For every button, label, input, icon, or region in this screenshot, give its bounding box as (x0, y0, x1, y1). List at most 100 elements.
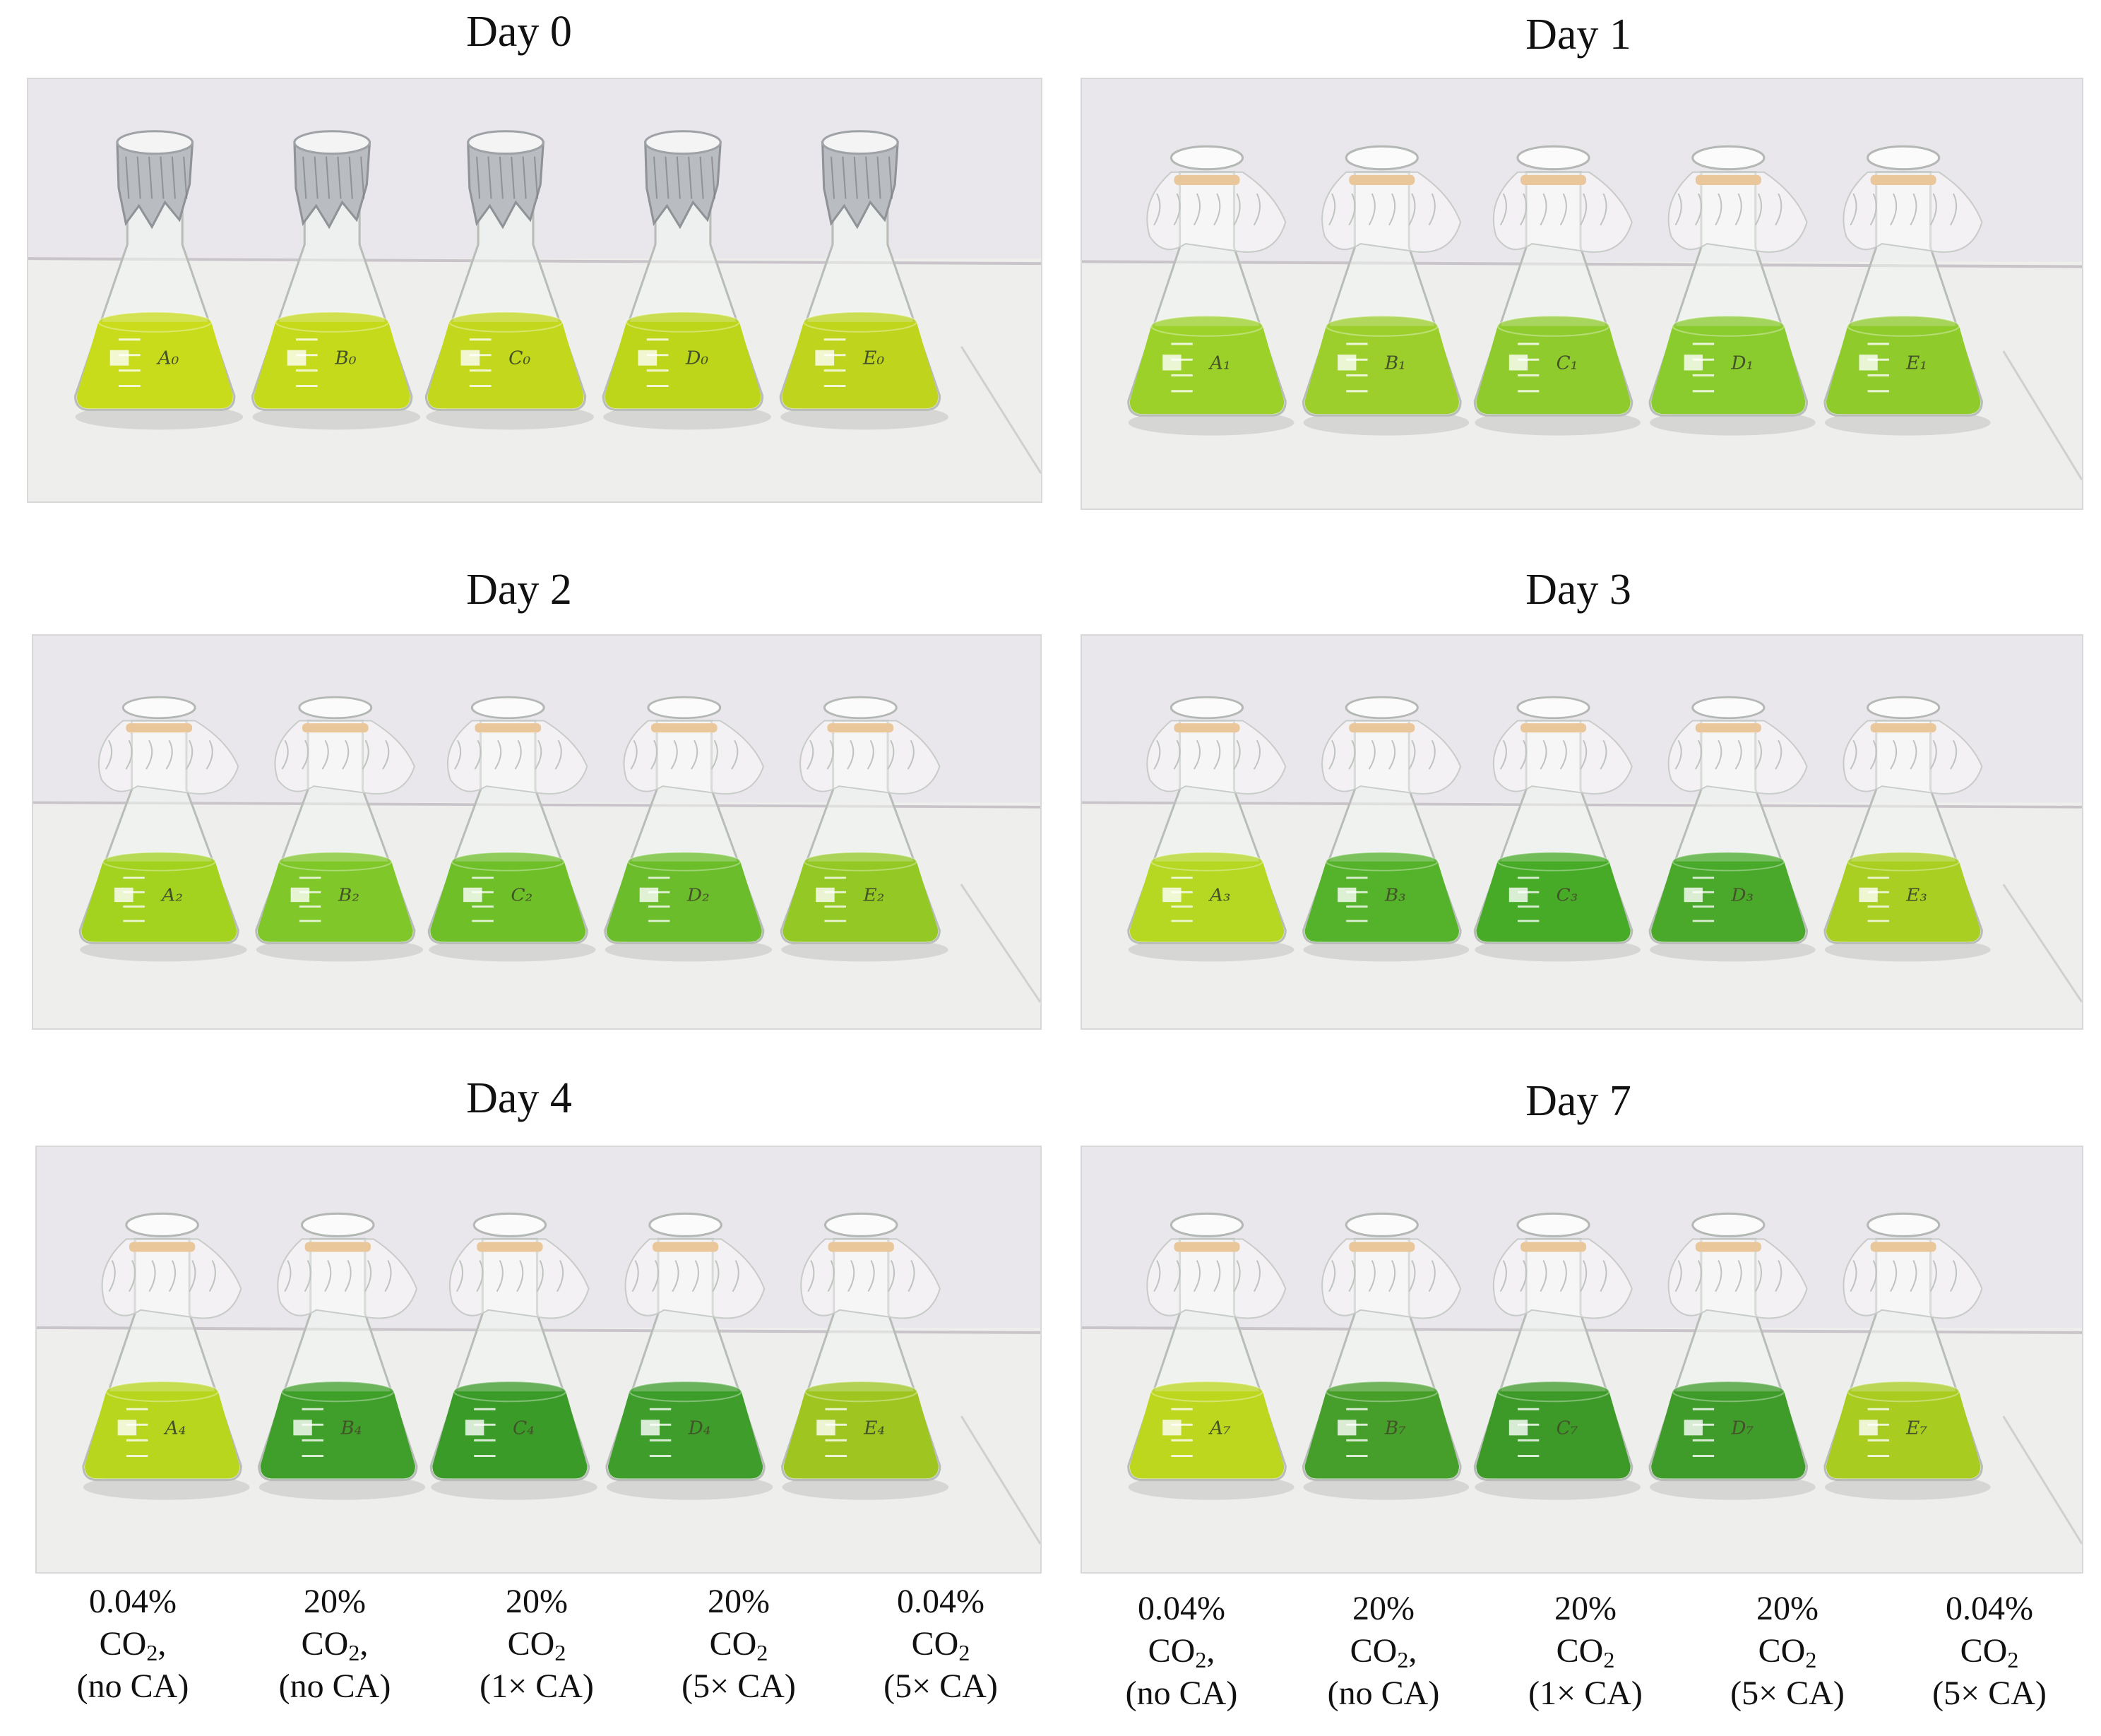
flask: E₂ (780, 696, 948, 962)
svg-text:A₇: A₇ (1208, 1417, 1231, 1439)
flask: A₇ (1127, 1212, 1294, 1500)
plastic-wrap (1146, 720, 1287, 795)
plastic-wrap (448, 1238, 590, 1319)
plastic-wrap (1492, 1238, 1633, 1319)
flask: C₂ (427, 696, 596, 962)
photo-day-0: A₀ B₀ C₀ D₀ E₀ (27, 78, 1042, 503)
svg-text:D₄: D₄ (688, 1417, 711, 1439)
culture-liquid (1304, 326, 1460, 415)
svg-text:E₁: E₁ (1905, 352, 1927, 374)
svg-text:D₁: D₁ (1730, 352, 1754, 374)
culture-liquid (1476, 1391, 1631, 1479)
condition-label: 20% CO2, (no CA) (278, 1583, 391, 1705)
photo-day-2: A₂ B₂ C₂ D₂ E₂ (32, 634, 1042, 1030)
svg-text:B₀: B₀ (334, 348, 357, 369)
svg-text:A₄: A₄ (164, 1417, 186, 1439)
culture-liquid (76, 321, 233, 409)
flask: E₃ (1823, 696, 1991, 962)
plastic-wrap (1843, 720, 1983, 795)
flask: D₃ (1648, 696, 1816, 962)
svg-text:A₁: A₁ (1208, 352, 1231, 374)
rubber-band (650, 723, 718, 733)
svg-text:D₂: D₂ (686, 885, 710, 905)
condition-label: 0.04% CO2 (5× CA) (883, 1583, 998, 1705)
flask: A₃ (1127, 696, 1294, 962)
flask: C₁ (1473, 145, 1641, 436)
rubber-band (477, 1242, 543, 1252)
svg-text:E₄: E₄ (863, 1417, 885, 1439)
rubber-band (1520, 1242, 1587, 1252)
culture-liquid (1129, 861, 1285, 942)
svg-text:B₃: B₃ (1384, 885, 1406, 905)
svg-text:C₄: C₄ (513, 1417, 535, 1439)
panel-title-day-4: Day 4 (466, 1074, 572, 1122)
rubber-band (126, 723, 193, 733)
panel-title-day-1: Day 1 (1525, 11, 1631, 59)
flask: C₇ (1473, 1212, 1641, 1500)
rubber-band (827, 723, 894, 733)
culture-liquid (1476, 326, 1631, 415)
photo-day-7: A₇ B₇ C₇ D₇ E₇ (1081, 1146, 2083, 1574)
culture-liquid (1826, 326, 1981, 415)
flask-photo-svg: A₁ B₁ C₁ D₁ E₁ (1082, 79, 2082, 509)
culture-liquid (1304, 861, 1460, 942)
flask: D₀ (602, 130, 771, 430)
flask: E₇ (1823, 1212, 1991, 1500)
svg-text:C₃: C₃ (1557, 885, 1578, 905)
plastic-wrap (1667, 171, 1808, 253)
condition-label: 0.04% CO2, (no CA) (1125, 1590, 1238, 1712)
plastic-wrap (1843, 171, 1983, 253)
svg-text:A₂: A₂ (160, 885, 183, 905)
flask: C₄ (429, 1212, 597, 1500)
rubber-band (1695, 1242, 1761, 1252)
condition-label: 20% CO2, (no CA) (1327, 1590, 1440, 1712)
rubber-band (828, 1242, 894, 1252)
condition-label: 0.04% CO2, (no CA) (76, 1583, 189, 1705)
flask: B₄ (258, 1212, 426, 1500)
rubber-band (1695, 174, 1761, 185)
panel-title-day-2: Day 2 (466, 566, 572, 614)
plastic-wrap (800, 1238, 941, 1319)
culture-liquid (1826, 1391, 1981, 1479)
svg-text:B₁: B₁ (1384, 352, 1406, 374)
rubber-band (302, 723, 369, 733)
culture-liquid (1129, 1391, 1285, 1479)
plastic-wrap (1843, 1238, 1983, 1319)
rubber-band (1349, 174, 1415, 185)
rubber-band (1520, 174, 1587, 185)
plastic-wrap (623, 720, 764, 795)
plastic-wrap (1492, 720, 1633, 795)
svg-text:C₁: C₁ (1557, 352, 1578, 374)
plastic-wrap (274, 720, 415, 795)
culture-liquid (1129, 326, 1285, 415)
svg-text:B₇: B₇ (1384, 1417, 1406, 1439)
panel-title-day-7: Day 7 (1525, 1077, 1631, 1125)
flask: B₂ (255, 696, 424, 962)
rubber-band (1695, 723, 1761, 733)
rubber-band (1174, 174, 1240, 185)
flask: A₀ (74, 130, 244, 430)
photo-day-1: A₁ B₁ C₁ D₁ E₁ (1081, 78, 2083, 510)
rubber-band (1870, 1242, 1936, 1252)
culture-liquid (257, 861, 413, 942)
culture-liquid (606, 861, 762, 942)
condition-label: 20% CO2 (1× CA) (480, 1583, 594, 1705)
plastic-wrap (1492, 171, 1633, 253)
culture-liquid (782, 861, 939, 942)
plastic-wrap (1321, 720, 1462, 795)
plastic-wrap (799, 720, 941, 795)
foil-cap (644, 141, 722, 230)
flask: B₁ (1302, 145, 1470, 436)
rubber-band (652, 1242, 719, 1252)
rubber-band (1520, 723, 1587, 733)
flask: B₀ (251, 130, 421, 430)
svg-text:C₂: C₂ (511, 885, 532, 905)
culture-liquid (430, 861, 586, 942)
rubber-band (304, 1242, 371, 1252)
svg-text:D₀: D₀ (685, 348, 709, 369)
flask: D₁ (1648, 145, 1816, 436)
plastic-wrap (277, 1238, 418, 1319)
svg-text:E₀: E₀ (862, 348, 885, 369)
culture-liquid (254, 321, 410, 409)
flask: E₄ (781, 1212, 949, 1500)
